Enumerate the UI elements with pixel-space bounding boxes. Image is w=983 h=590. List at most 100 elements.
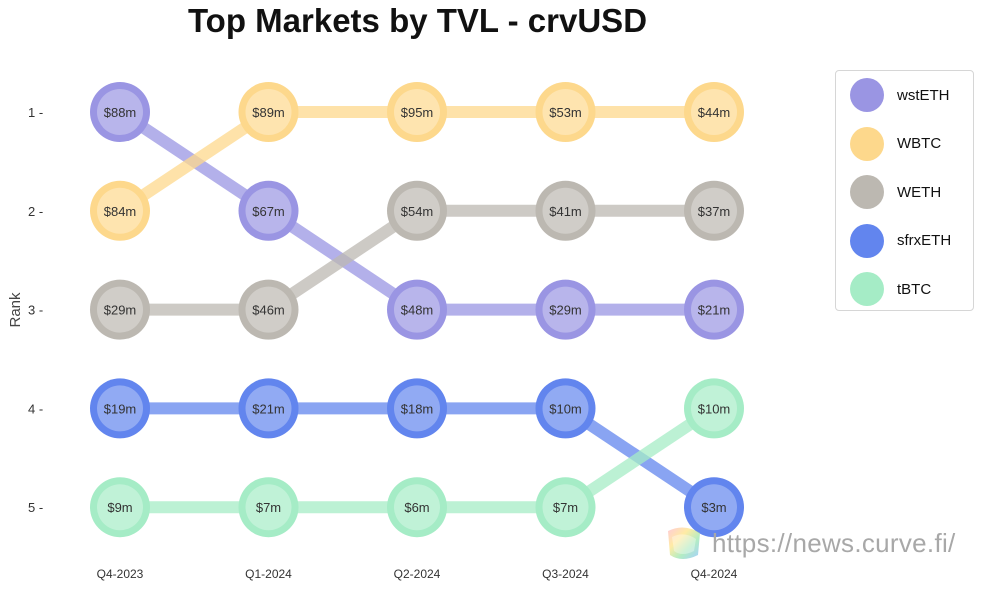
marker-weth-3: $54m <box>387 180 447 241</box>
marker-wbtc-3: $95m <box>387 82 447 142</box>
legend: wstETH WBTC WETH sfrxETH tBTC <box>835 70 974 311</box>
legend-item-wsteth: wstETH <box>850 75 950 115</box>
marker-tbtc-5: $10m <box>684 378 744 439</box>
marker-wbtc-2: $89m <box>238 82 299 142</box>
marker-inner <box>394 484 440 531</box>
marker-inner <box>691 286 737 333</box>
data-label: $18m <box>401 401 434 416</box>
legend-label: WBTC <box>897 135 942 152</box>
data-label: $89m <box>252 105 285 120</box>
marker-inner <box>691 484 737 531</box>
marker-wsteth-2: $67m <box>238 180 299 241</box>
data-label: $3m <box>701 500 726 515</box>
marker-inner <box>691 385 737 432</box>
data-label: $7m <box>553 500 578 515</box>
marker-inner <box>97 187 143 234</box>
marker-weth-2: $46m <box>238 279 299 340</box>
data-label: $48m <box>401 303 434 318</box>
marker-inner <box>245 187 292 234</box>
marker-inner <box>97 286 143 333</box>
legend-swatch <box>850 272 884 306</box>
marker-tbtc-4: $7m <box>535 477 596 538</box>
marker-inner <box>691 187 737 234</box>
legend-label: tBTC <box>897 280 932 298</box>
marker-inner <box>245 385 292 432</box>
legend-item-weth: WETH <box>850 172 941 212</box>
x-tick-label: Q2-2024 <box>394 567 441 581</box>
marker-tbtc-3: $6m <box>387 477 447 538</box>
marker-inner <box>542 286 589 333</box>
y-axis-ticks: 1 - 2 - 3 - 4 - 5 - <box>28 105 43 515</box>
marker-inner <box>97 385 143 432</box>
data-label: $95m <box>401 105 434 120</box>
marker-inner <box>542 187 589 234</box>
x-tick-label: Q3-2024 <box>542 567 589 581</box>
data-label: $7m <box>256 500 281 515</box>
legend-label: wstETH <box>897 86 950 104</box>
marker-sfrxeth-4: $10m <box>535 378 596 439</box>
legend-swatch <box>850 78 884 112</box>
marker-wbtc-1: $84m <box>90 180 150 241</box>
y-tick-label: 5 - <box>28 500 43 515</box>
data-label: $41m <box>549 204 582 219</box>
data-label: $84m <box>104 204 137 219</box>
marker-wsteth-4: $29m <box>535 279 596 340</box>
marker-wbtc-4: $53m <box>535 82 596 142</box>
marker-sfrxeth-5: $3m <box>684 477 744 538</box>
data-label: $29m <box>549 303 582 318</box>
marker-tbtc-1: $9m <box>90 477 150 538</box>
marker-inner <box>97 484 143 531</box>
marker-inner <box>394 385 440 432</box>
curve-logo-icon <box>668 527 700 559</box>
marker-sfrxeth-3: $18m <box>387 378 447 439</box>
data-label: $9m <box>107 500 132 515</box>
legend-swatch <box>850 175 884 209</box>
chart-title: Top Markets by TVL - crvUSD <box>187 2 648 39</box>
marker-wsteth-3: $48m <box>387 279 447 340</box>
data-label: $37m <box>698 204 731 219</box>
marker-sfrxeth-2: $21m <box>238 378 299 439</box>
marker-inner <box>542 385 589 432</box>
legend-swatch <box>850 223 884 258</box>
marker-wbtc-5: $44m <box>684 82 744 142</box>
marker-weth-5: $37m <box>684 180 744 241</box>
marker-inner <box>691 89 737 135</box>
y-tick-label: 1 - <box>28 105 43 120</box>
marker-wsteth-1: $88m <box>90 82 150 142</box>
data-label: $19m <box>104 401 137 416</box>
data-label: $29m <box>104 303 137 318</box>
marker-inner <box>97 89 143 135</box>
x-tick-label: Q4-2023 <box>97 567 144 581</box>
data-label: $21m <box>698 303 731 318</box>
data-label: $21m <box>252 401 285 416</box>
data-label: $10m <box>549 401 582 416</box>
y-tick-label: 4 - <box>28 401 43 416</box>
data-label: $54m <box>401 204 434 219</box>
marker-inner <box>394 89 440 135</box>
data-label: $67m <box>252 204 285 219</box>
legend-label: sfrxETH <box>897 232 952 249</box>
legend-item-sfrxeth: sfrxETH <box>850 221 951 261</box>
data-label: $53m <box>549 105 582 120</box>
legend-label: WETH <box>897 183 942 201</box>
marker-tbtc-2: $7m <box>238 477 299 538</box>
legend-swatch <box>850 126 884 161</box>
data-label: $44m <box>698 105 731 120</box>
marker-sfrxeth-1: $19m <box>90 378 150 439</box>
data-label: $10m <box>698 401 731 416</box>
marker-inner <box>245 89 292 135</box>
series-markers: $88m $67m $48m $29m $21m $84m $89m $95m $53m $44m… <box>90 82 744 538</box>
data-label: $6m <box>404 500 429 515</box>
watermark: https://news.curve.fi/ <box>662 520 956 566</box>
marker-inner <box>394 286 440 333</box>
legend-item-wbtc: WBTC <box>850 124 941 164</box>
marker-weth-4: $41m <box>535 180 596 241</box>
watermark-text: https://news.curve.fi/ <box>712 527 956 558</box>
marker-weth-1: $29m <box>90 279 150 340</box>
marker-inner <box>245 484 292 531</box>
y-tick-label: 2 - <box>28 204 43 219</box>
marker-inner <box>542 89 589 135</box>
marker-inner <box>542 484 589 531</box>
x-tick-label: Q4-2024 <box>691 567 738 581</box>
